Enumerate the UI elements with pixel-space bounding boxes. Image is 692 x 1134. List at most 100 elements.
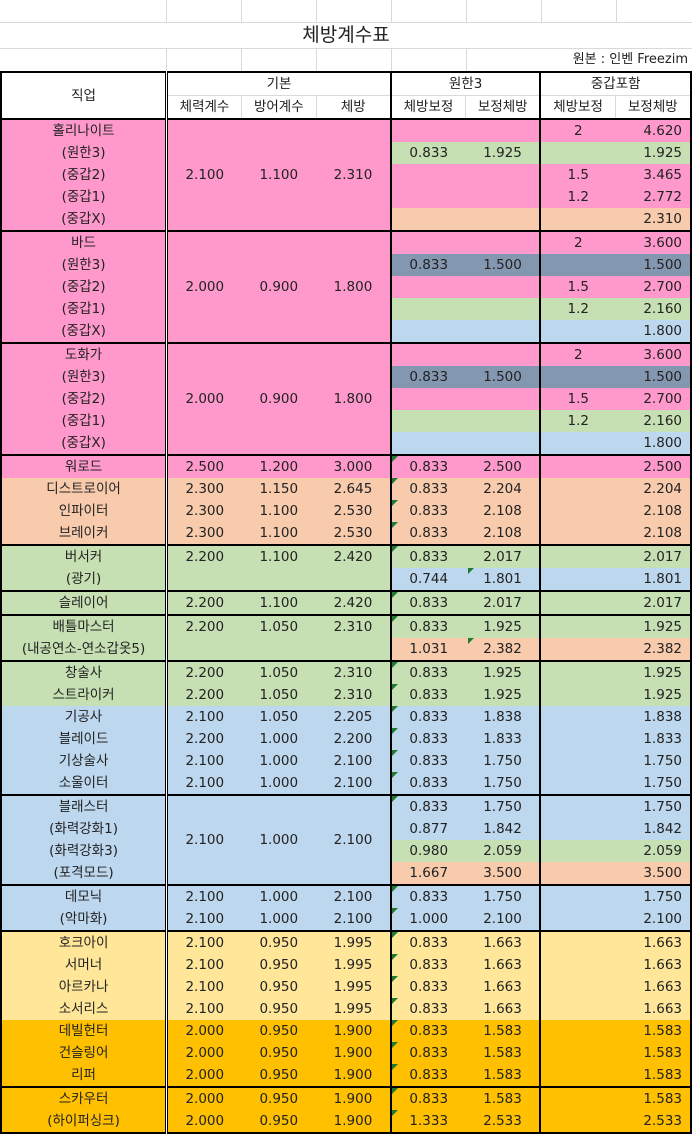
limit-corrected-cell [465, 208, 541, 231]
armor-correction-cell [539, 590, 616, 615]
armor-corrected-cell: 4.620 [615, 118, 692, 142]
hp-coef-cell: 2.000 [165, 1042, 242, 1064]
hp-coef-cell: 2.100 [165, 772, 242, 795]
def-coef-cell: 0.950 [241, 998, 317, 1020]
table-row: 스트라이커 2.200 1.050 2.310 0.833 1.925 1.925 [0, 684, 692, 706]
hp-coef-cell: 2.100 [165, 750, 242, 772]
armor-correction-cell [539, 366, 616, 388]
armor-correction-cell [539, 908, 616, 931]
table-row: (중갑1) 1.2 2.772 [0, 186, 692, 208]
armor-correction-cell [539, 454, 616, 478]
limit-correction-cell: 0.833 [389, 522, 466, 545]
job-name-cell: (악마화) [0, 908, 167, 931]
header-limit-corrected: 보정체방 [465, 95, 541, 120]
def-coef-cell: 1.000 [241, 884, 317, 908]
armor-correction-cell [539, 544, 616, 568]
armor-correction-cell [539, 706, 616, 728]
def-coef-cell: 1.150 [241, 478, 317, 500]
hp-coef-cell: 2.000 [165, 1086, 242, 1110]
limit-corrected-cell [465, 298, 541, 320]
hpdef-cell: 2.310 [316, 660, 391, 684]
hpdef-cell: 1.995 [316, 976, 391, 998]
armor-correction-cell: 1.5 [539, 388, 616, 410]
limit-corrected-cell: 1.750 [465, 794, 541, 818]
table-row: (중갑1) 1.2 2.160 [0, 298, 692, 320]
armor-correction-cell [539, 840, 616, 862]
limit-corrected-cell: 2.382 [465, 638, 541, 661]
armor-correction-cell [539, 884, 616, 908]
armor-corrected-cell: 2.533 [615, 1110, 692, 1134]
job-name-cell: 데빌헌터 [0, 1020, 167, 1042]
limit-corrected-cell [465, 342, 541, 366]
hpdef-cell: 1.995 [316, 954, 391, 976]
hp-coef-cell: 2.300 [165, 500, 242, 522]
job-name-cell: 리퍼 [0, 1064, 167, 1087]
hp-coef-cell: 2.300 [165, 522, 242, 545]
job-name-cell: (포격모드) [0, 862, 167, 885]
armor-correction-cell [539, 684, 616, 706]
armor-correction-cell [539, 772, 616, 795]
def-coef-cell: 1.100 [241, 544, 317, 568]
job-name-cell: 슬레이어 [0, 590, 167, 615]
limit-corrected-cell: 1.663 [465, 976, 541, 998]
limit-correction-cell: 0.833 [389, 614, 466, 638]
limit-correction-cell: 0.833 [389, 544, 466, 568]
armor-corrected-cell: 1.838 [615, 706, 692, 728]
armor-corrected-cell: 2.100 [615, 908, 692, 931]
job-name-cell: 버서커 [0, 544, 167, 568]
hp-coef-cell: 2.100 [165, 976, 242, 998]
armor-corrected-cell: 2.700 [615, 276, 692, 298]
header-def-coef: 방어계수 [240, 95, 317, 120]
limit-corrected-cell: 1.925 [465, 614, 541, 638]
hp-coef-cell: 2.100 [165, 884, 242, 908]
armor-corrected-cell: 2.108 [615, 500, 692, 522]
def-coef-cell: 0.950 [241, 1064, 317, 1087]
armor-corrected-cell: 1.925 [615, 142, 692, 164]
table-row: (화력강화1) 0.877 1.842 1.842 [0, 818, 692, 840]
armor-corrected-cell: 1.800 [615, 320, 692, 343]
def-coef-cell: 1.200 [241, 454, 317, 478]
limit-corrected-cell [465, 276, 541, 298]
hpdef-cell: 1.900 [316, 1086, 391, 1110]
armor-corrected-cell: 1.500 [615, 366, 692, 388]
hpdef-cell: 2.100 [316, 772, 391, 795]
armor-correction-cell [539, 794, 616, 818]
hpdef-cell: 2.310 [316, 614, 391, 638]
hpdef-cell: 2.100 [316, 794, 391, 885]
armor-correction-cell: 1.5 [539, 276, 616, 298]
armor-corrected-cell: 1.583 [615, 1086, 692, 1110]
coefficient-table: 직업 기본 원한3 중갑포함 체력계수 방어계수 체방 체방보정 보정체방 체방… [0, 71, 692, 1134]
table-row: 스카우터 2.000 0.950 1.900 0.833 1.583 1.583 [0, 1086, 692, 1110]
hpdef-cell: 2.200 [316, 728, 391, 750]
hpdef-cell: 2.100 [316, 908, 391, 931]
table-row: 호크아이 2.100 0.950 1.995 0.833 1.663 1.663 [0, 930, 692, 954]
spreadsheet-gridlines [0, 0, 692, 72]
armor-corrected-cell: 3.600 [615, 230, 692, 254]
def-coef-cell: 1.000 [241, 728, 317, 750]
hpdef-cell: 2.530 [316, 500, 391, 522]
hp-coef-cell: 2.000 [165, 1110, 242, 1134]
table-row: 인파이터 2.300 1.100 2.530 0.833 2.108 2.108 [0, 500, 692, 522]
header-hp-coef: 체력계수 [165, 95, 242, 120]
header-group-limit: 원한3 [389, 71, 541, 96]
header-hpdef: 체방 [315, 95, 391, 120]
hp-coef-cell [165, 638, 242, 661]
job-name-cell: (원한3) [0, 142, 167, 164]
job-name-cell: (하이퍼싱크) [0, 1110, 167, 1134]
limit-correction-cell: 0.833 [389, 794, 466, 818]
armor-correction-cell [539, 254, 616, 276]
def-coef-cell: 0.950 [241, 976, 317, 998]
job-name-cell: (화력강화3) [0, 840, 167, 862]
armor-correction-cell [539, 1086, 616, 1110]
def-coef-cell: 0.950 [241, 930, 317, 954]
limit-correction-cell [389, 410, 466, 432]
header-armor-corrected: 보정체방 [614, 95, 692, 120]
armor-correction-cell [539, 500, 616, 522]
armor-correction-cell [539, 954, 616, 976]
header-job: 직업 [0, 71, 167, 120]
table-row: 창술사 2.200 1.050 2.310 0.833 1.925 1.925 [0, 660, 692, 684]
table-row: (원한3) 0.833 1.500 1.500 [0, 366, 692, 388]
limit-correction-cell: 0.833 [389, 772, 466, 795]
limit-corrected-cell: 1.663 [465, 954, 541, 976]
limit-corrected-cell: 2.017 [465, 544, 541, 568]
